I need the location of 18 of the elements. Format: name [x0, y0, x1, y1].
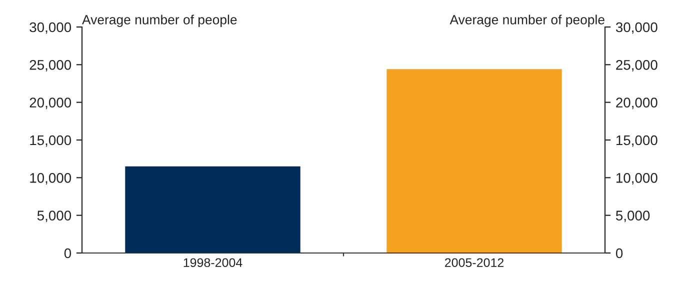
- x-tick-label: 1998-2004: [184, 258, 242, 268]
- y2-tick-label: 25,000: [616, 60, 658, 72]
- y2-axis-title: Average number of people: [450, 14, 604, 27]
- y-tick-label: 25,000: [30, 60, 72, 72]
- y-tick-label: 10,000: [30, 173, 72, 184]
- y-tick-label: 20,000: [30, 98, 72, 110]
- y-tick-label: 30,000: [30, 22, 72, 34]
- y2-tick-label: 20,000: [616, 98, 658, 110]
- y-tick-label: 5,000: [37, 210, 72, 222]
- y2-tick-label: 0: [616, 248, 623, 258]
- y2-tick-label: 15,000: [616, 135, 658, 147]
- y-tick-label: 15,000: [30, 135, 72, 147]
- y-tick-label: 0: [64, 248, 72, 258]
- y2-tick-label: 5,000: [616, 210, 650, 222]
- y-axis-title: Average number of people: [82, 14, 237, 27]
- y2-tick-label: 10,000: [616, 173, 658, 184]
- y2-tick-label: 30,000: [616, 22, 658, 34]
- x-tick-label: 2005-2012: [444, 258, 504, 268]
